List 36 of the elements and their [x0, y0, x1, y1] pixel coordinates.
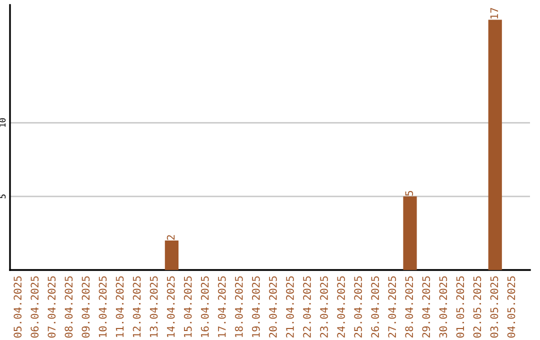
bar: [164, 240, 179, 270]
x-tick-label: 30.04.2025: [439, 276, 448, 338]
x-tick-label: 27.04.2025: [388, 276, 396, 338]
x-tick-label: 04.05.2025: [507, 276, 516, 338]
x-tick-label: 28.04.2025: [405, 276, 414, 338]
x-tick-label: 25.04.2025: [354, 276, 362, 338]
x-tick-label: 26.04.2025: [371, 276, 380, 338]
x-tick-label: 07.04.2025: [48, 276, 56, 338]
x-tick-label: 14.04.2025: [166, 276, 175, 338]
x-tick-label: 09.04.2025: [82, 276, 90, 338]
x-tick-label: 13.04.2025: [150, 276, 158, 338]
data-label: 2: [166, 235, 175, 240]
x-tick-label: 29.04.2025: [422, 276, 430, 338]
x-tick-label: 23.04.2025: [320, 276, 328, 338]
x-tick-label: 12.04.2025: [132, 276, 141, 338]
x-tick-label: 24.04.2025: [337, 276, 345, 338]
x-tick-label: 18.04.2025: [234, 276, 243, 338]
x-tick-label: 20.04.2025: [269, 276, 277, 338]
x-tick-label: 15.04.2025: [184, 276, 192, 338]
x-tick-label: 05.04.2025: [14, 276, 22, 338]
x-tick-label: 10.04.2025: [98, 276, 107, 338]
data-label: 5: [405, 190, 414, 196]
x-tick-label: 08.04.2025: [64, 276, 73, 338]
x-tick-label: 17.04.2025: [218, 276, 226, 338]
x-tick-label: 19.04.2025: [252, 276, 260, 338]
bar: [403, 196, 417, 270]
x-tick-label: 03.05.2025: [490, 276, 498, 338]
x-tick-label: 16.04.2025: [200, 276, 209, 338]
x-tick-label: 21.04.2025: [286, 276, 294, 338]
x-tick-label: 06.04.2025: [30, 276, 39, 338]
bar: [488, 20, 502, 270]
x-tick-label: 01.05.2025: [456, 276, 464, 338]
x-tick-label: 02.05.2025: [473, 276, 482, 338]
x-tick-label: 11.04.2025: [116, 276, 124, 338]
x-tick-label: 22.04.2025: [303, 276, 311, 338]
data-label: 17: [490, 8, 498, 18]
